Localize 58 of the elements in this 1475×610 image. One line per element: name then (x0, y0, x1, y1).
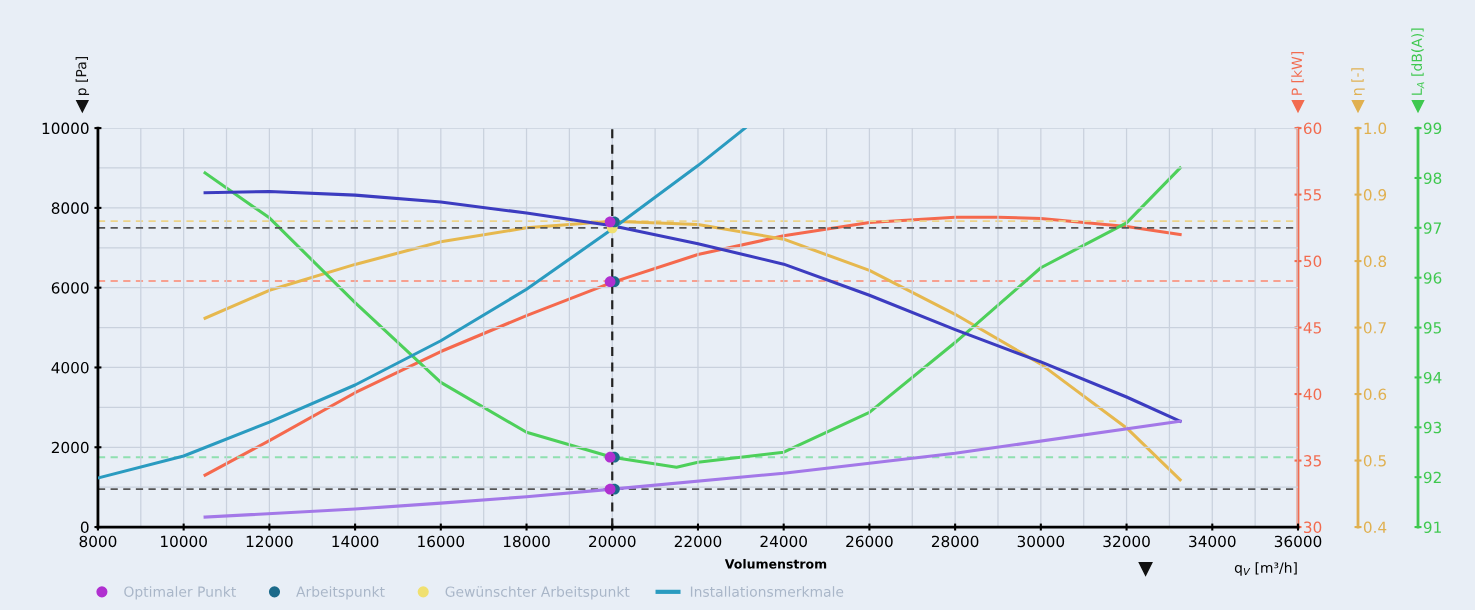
y-tick-label: 6000 (51, 282, 89, 294)
legend-label: Installationsmerkmale (690, 586, 844, 597)
y2-axis-title: P [kW] (1291, 51, 1304, 95)
y-tick-label: 98 (1423, 172, 1442, 184)
y-tick-label: 10000 (42, 122, 89, 135)
x-tick-label: 14000 (332, 535, 379, 548)
y3-axis-title: η [-] (1351, 68, 1365, 95)
x-axis-title: Volumenstrom (724, 558, 827, 569)
y-tick-label: 8000 (51, 202, 89, 214)
y-tick-label: 97 (1423, 222, 1441, 234)
y2-tick-label: 50 (1304, 255, 1322, 268)
y-tick-label: 99 (1423, 122, 1442, 135)
y3-tick-label: 0.5 (1363, 455, 1386, 467)
y-tick-label: 92 (1423, 471, 1441, 484)
x-tick-label: 28000 (931, 535, 979, 548)
y2-tick-label: 35 (1304, 455, 1321, 467)
x-tick-label: 36000 (1274, 535, 1322, 548)
y-tick-label: 4000 (51, 361, 89, 374)
x-tick-label: 10000 (161, 535, 207, 548)
y2-tick-label: 60 (1303, 122, 1322, 135)
legend-label: Gewünschter Arbeitspunkt (445, 586, 630, 600)
y-axis-title: p [Pa] (75, 57, 90, 95)
y-tick-label: 94 (1423, 371, 1442, 384)
legend-label: Optimaler Punkt (124, 586, 236, 600)
y2-tick-label: 55 (1304, 189, 1321, 201)
x-tick-label: 16000 (418, 535, 465, 548)
y3-tick-label: 0.9 (1363, 189, 1387, 201)
y-tick-label: 91 (1423, 521, 1441, 534)
y2-tick-label: 45 (1303, 322, 1321, 334)
line-series (203, 166, 1182, 469)
y-tick-label: 93 (1423, 421, 1442, 434)
y3-tick-label: 0.8 (1363, 255, 1387, 268)
y3-tick-label: 0.6 (1363, 388, 1387, 401)
x-tick-label: 18000 (503, 535, 550, 548)
y3-tick-label: 1.0 (1364, 122, 1387, 135)
x-tick-label: 30000 (1017, 535, 1065, 548)
y-tick-label: 2000 (51, 441, 89, 454)
y3-tick-label: 0.4 (1363, 521, 1387, 534)
y2-tick-label: 30 (1304, 521, 1322, 534)
x-tick-label: 20000 (589, 535, 636, 548)
x-tick-label: 12000 (246, 535, 293, 548)
line-series (203, 419, 1182, 519)
y-tick-label: 96 (1423, 272, 1442, 284)
y3-tick-label: 0.7 (1363, 322, 1386, 334)
line-series (203, 190, 1182, 423)
x-tick-label: 34000 (1189, 535, 1236, 548)
x-tick-label: 26000 (846, 535, 893, 548)
text: q$_{V}$ [m³/h] (1234, 562, 1297, 576)
x-tick-label: 24000 (760, 535, 807, 548)
line-series (97, 128, 747, 480)
x-tick-label: 22000 (674, 535, 722, 548)
x-tick-label: 32000 (1103, 535, 1150, 548)
y-tick-label: 95 (1423, 322, 1441, 334)
x-tick-label: 8000 (79, 535, 117, 548)
y-axis-title: L$_{A}$ [dB(A)] (1411, 28, 1425, 95)
y-tick-label: 0 (80, 521, 89, 534)
y2-tick-label: 40 (1303, 388, 1322, 401)
legend-label: Arbeitspunkt (296, 586, 385, 600)
